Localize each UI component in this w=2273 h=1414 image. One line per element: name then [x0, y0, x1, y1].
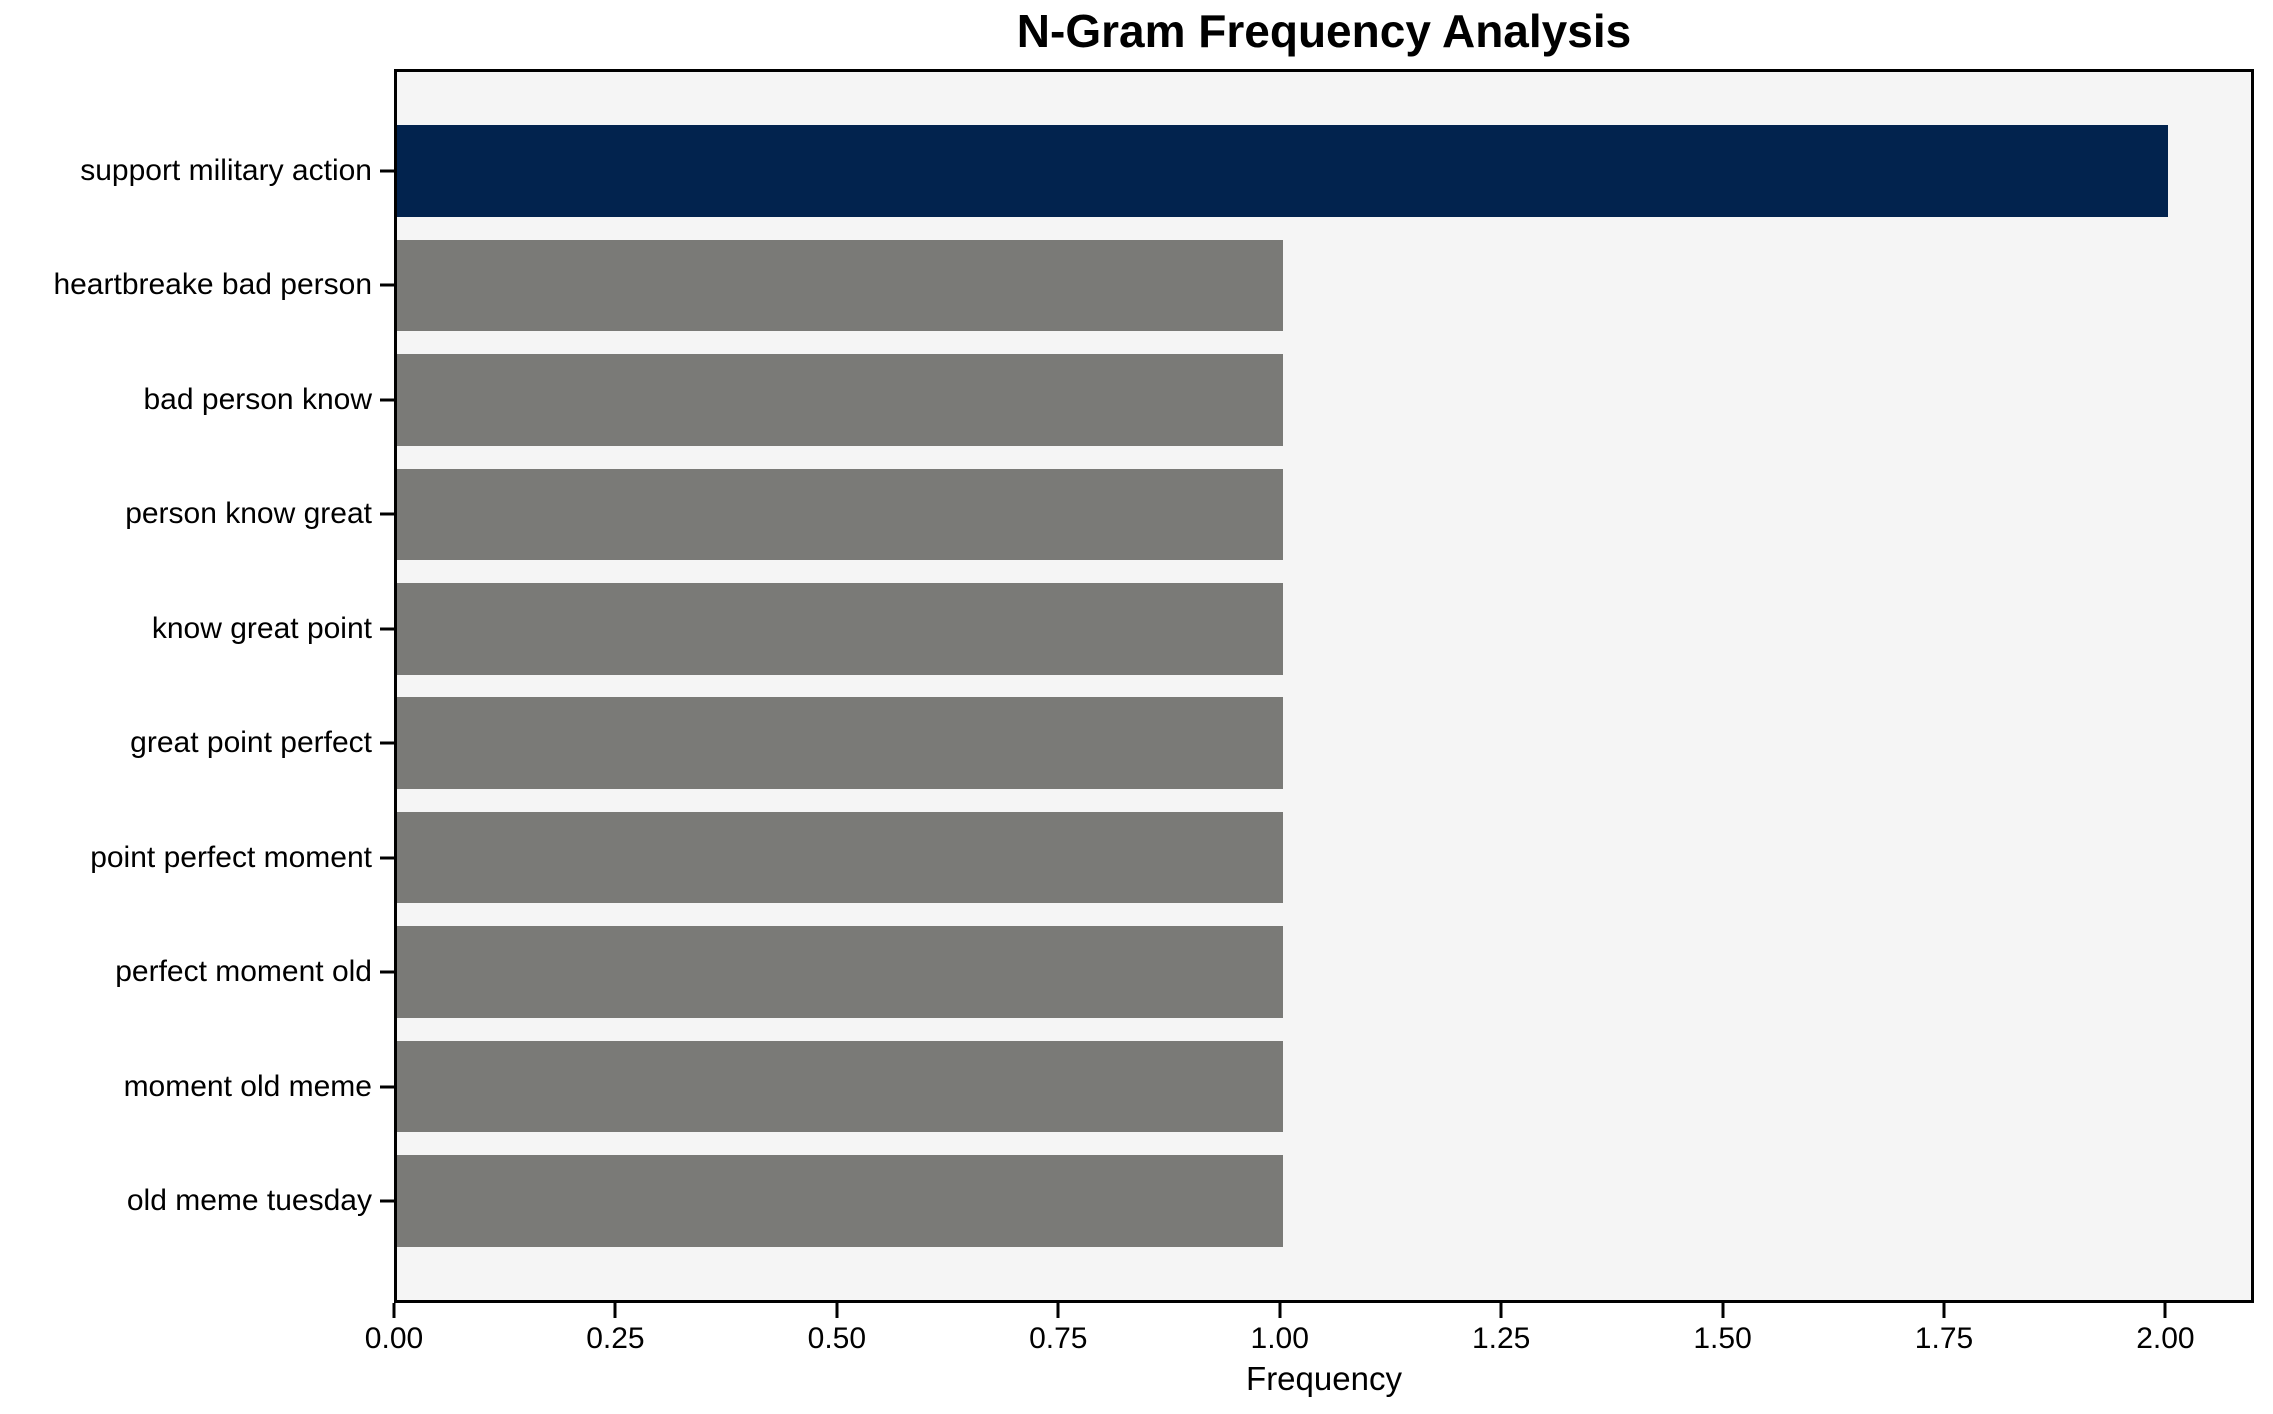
bar-bad-person-know [397, 354, 1283, 446]
x-tick-mark [835, 1303, 839, 1318]
y-tick-label-great-point-perfect: great point perfect [130, 726, 372, 760]
x-tick-mark [1721, 1303, 1725, 1318]
bar-point-perfect-moment [397, 811, 1283, 904]
bar-know-great-point [397, 582, 1283, 675]
x-tick-mark [1278, 1303, 1282, 1318]
y-tick-mark [380, 1085, 394, 1089]
x-tick-label-1.50: 1.50 [1693, 1322, 1752, 1355]
y-tick-label-support-military-action: support military action [80, 153, 372, 187]
x-tick-label-1.75: 1.75 [1914, 1322, 1974, 1355]
y-tick-mark [380, 512, 394, 516]
bar-great-point-perfect [397, 697, 1283, 789]
bar-person-know-great [397, 468, 1283, 561]
y-tick-label-heartbreake-bad-person: heartbreake bad person [53, 268, 372, 302]
y-tick-mark [380, 398, 394, 402]
x-tick-mark [1942, 1303, 1946, 1318]
y-tick-mark [380, 970, 394, 974]
y-tick-mark [380, 169, 394, 173]
chart-title: N-Gram Frequency Analysis [1016, 5, 1632, 57]
bar-old-meme-tuesday [397, 1155, 1283, 1247]
x-tick-mark [1499, 1303, 1503, 1318]
x-tick-label-1.25: 1.25 [1471, 1322, 1531, 1355]
y-tick-mark [380, 856, 394, 860]
y-tick-label-bad-person-know: bad person know [143, 382, 373, 416]
bar-perfect-moment-old [397, 926, 1283, 1018]
y-tick-label-perfect-moment-old: perfect moment old [115, 955, 372, 989]
bar-heartbreake-bad-person [397, 239, 1283, 332]
x-tick-label-0.50: 0.50 [807, 1322, 867, 1355]
y-tick-mark [380, 627, 394, 631]
y-tick-label-person-know-great: person know great [125, 497, 372, 531]
y-tick-label-moment-old-meme: moment old meme [123, 1069, 372, 1103]
y-tick-label-old-meme-tuesday: old meme tuesday [126, 1184, 372, 1218]
y-tick-mark [380, 283, 394, 287]
x-tick-label-0.75: 0.75 [1029, 1322, 1088, 1355]
y-tick-label-point-perfect-moment: point perfect moment [90, 840, 372, 874]
x-tick-label-1.00: 1.00 [1250, 1322, 1309, 1355]
x-tick-mark [1056, 1303, 1060, 1318]
bar-moment-old-meme [397, 1040, 1283, 1133]
plot-area [394, 69, 2254, 1303]
y-tick-label-know-great-point: know great point [151, 611, 372, 645]
x-tick-mark [2163, 1303, 2167, 1318]
x-axis-label: Frequency [1246, 1360, 1402, 1397]
x-tick-label-0.25: 0.25 [586, 1322, 645, 1355]
bar-support-military-action [397, 125, 2169, 217]
x-tick-label-2.00: 2.00 [2136, 1322, 2195, 1355]
y-tick-mark [380, 1199, 394, 1203]
x-tick-label-0.00: 0.00 [364, 1322, 424, 1355]
x-tick-mark [613, 1303, 617, 1318]
y-tick-mark [380, 741, 394, 745]
x-tick-mark [392, 1303, 396, 1318]
